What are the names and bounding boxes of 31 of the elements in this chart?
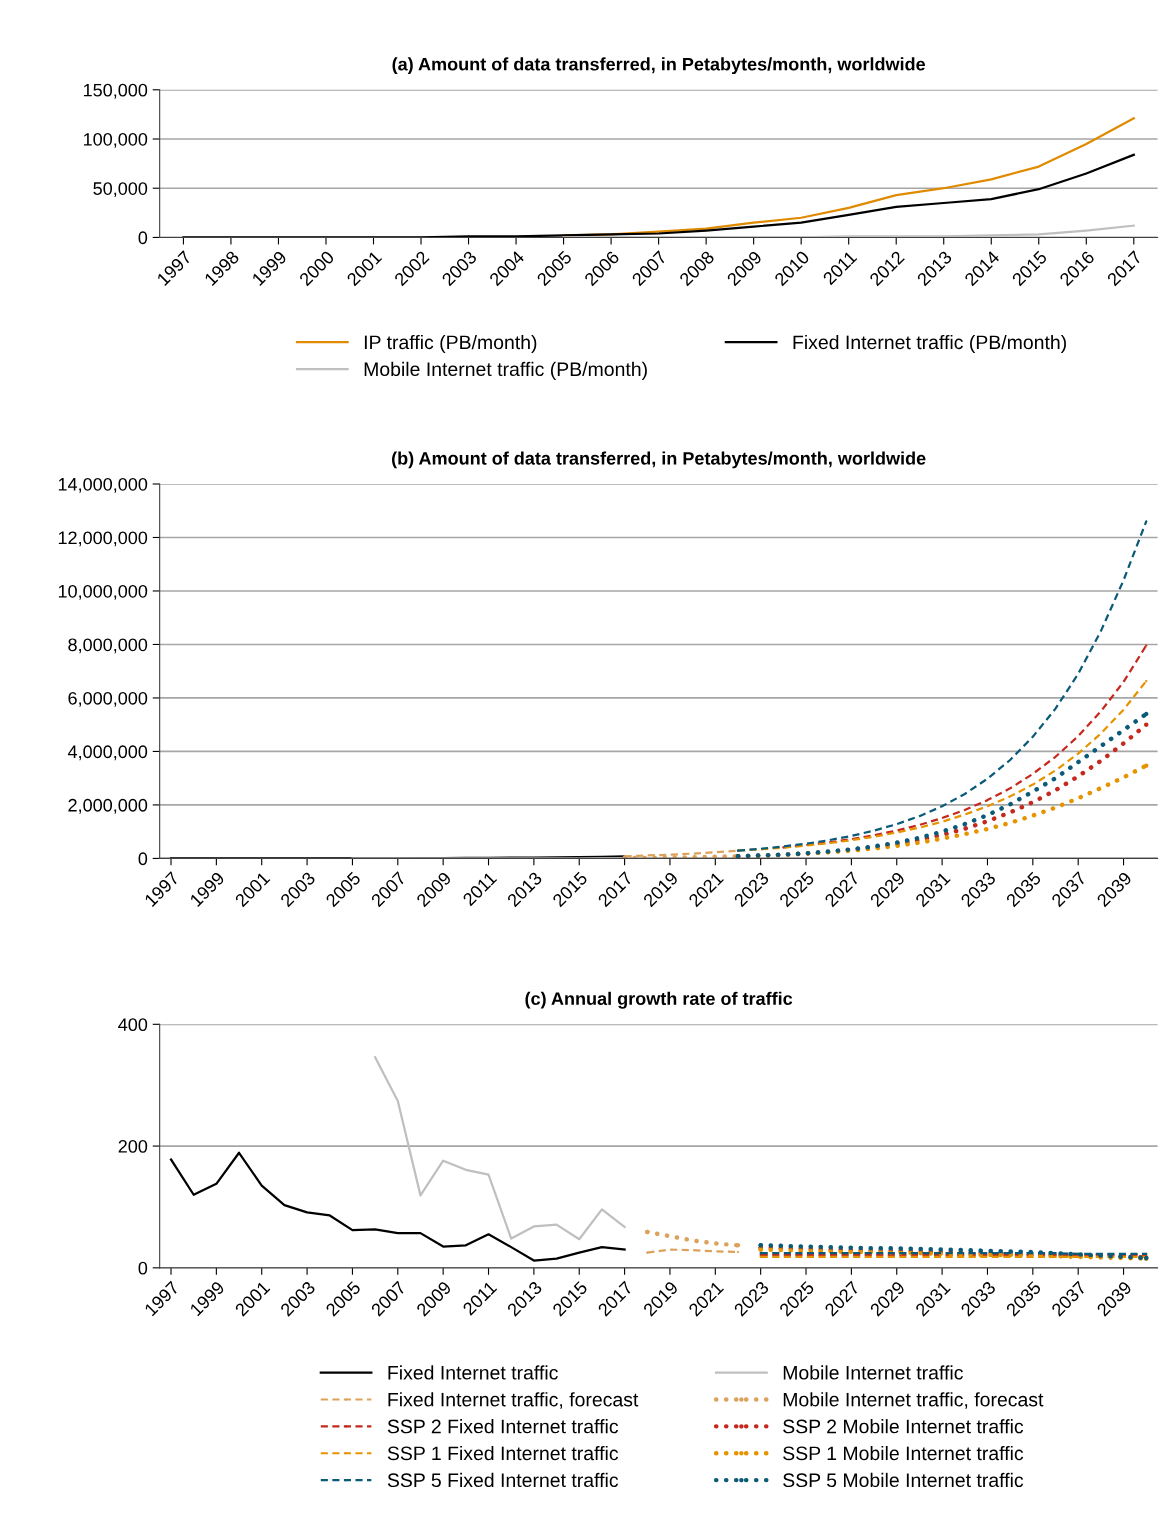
legend-label: SSP 2 Mobile Internet traffic [783,1419,1024,1434]
legend-label: SSP 2 Fixed Internet traffic [387,1419,619,1434]
chart-title: (c) Annual growth rate of traffic [525,991,793,1009]
legend-label: SSP 1 Fixed Internet traffic [387,1445,619,1461]
legend-label: SSP 5 Fixed Internet traffic [387,1472,619,1488]
y-tick-label: 0 [138,852,148,866]
y-tick-label: 150,000 [83,83,148,99]
legend-label: SSP 1 Mobile Internet traffic [783,1445,1024,1461]
chart-title: (b) Amount of data transferred, in Petabytes/month, worldwide [392,451,926,469]
legend-label: SSP 5 Mobile Internet traffic [783,1472,1024,1488]
y-tick-label: 6,000,000 [68,691,148,707]
legend-label: Fixed Internet traffic, forecast [388,1392,639,1409]
legend-label: Mobile Internet traffic (PB/month) [364,361,647,380]
y-tick-label: 0 [138,231,148,245]
y-tick-label: 4,000,000 [67,745,148,761]
y-tick-label: 12,000,000 [58,531,148,547]
y-tick-label: 2,000,000 [68,798,148,814]
y-tick-label: 200 [118,1140,148,1153]
chart-title: (a) Amount of data transferred, in Petabytes/month, worldwide [392,57,926,75]
legend-label: Mobile Internet traffic [783,1365,963,1380]
y-tick-label: 8,000,000 [68,638,148,654]
legend-label: Fixed Internet traffic (PB/month) [793,334,1066,354]
y-tick-label: 50,000 [93,182,148,198]
y-tick-label: 400 [118,1018,148,1032]
y-tick-label: 100,000 [83,132,148,148]
y-tick-label: 14,000,000 [58,477,148,493]
legend-label: Mobile Internet traffic, forecast [783,1392,1044,1409]
y-tick-label: 0 [138,1261,148,1275]
legend-label: Fixed Internet traffic [388,1365,558,1380]
legend-label: IP traffic (PB/month) [364,334,537,354]
y-tick-label: 10,000,000 [58,584,148,600]
